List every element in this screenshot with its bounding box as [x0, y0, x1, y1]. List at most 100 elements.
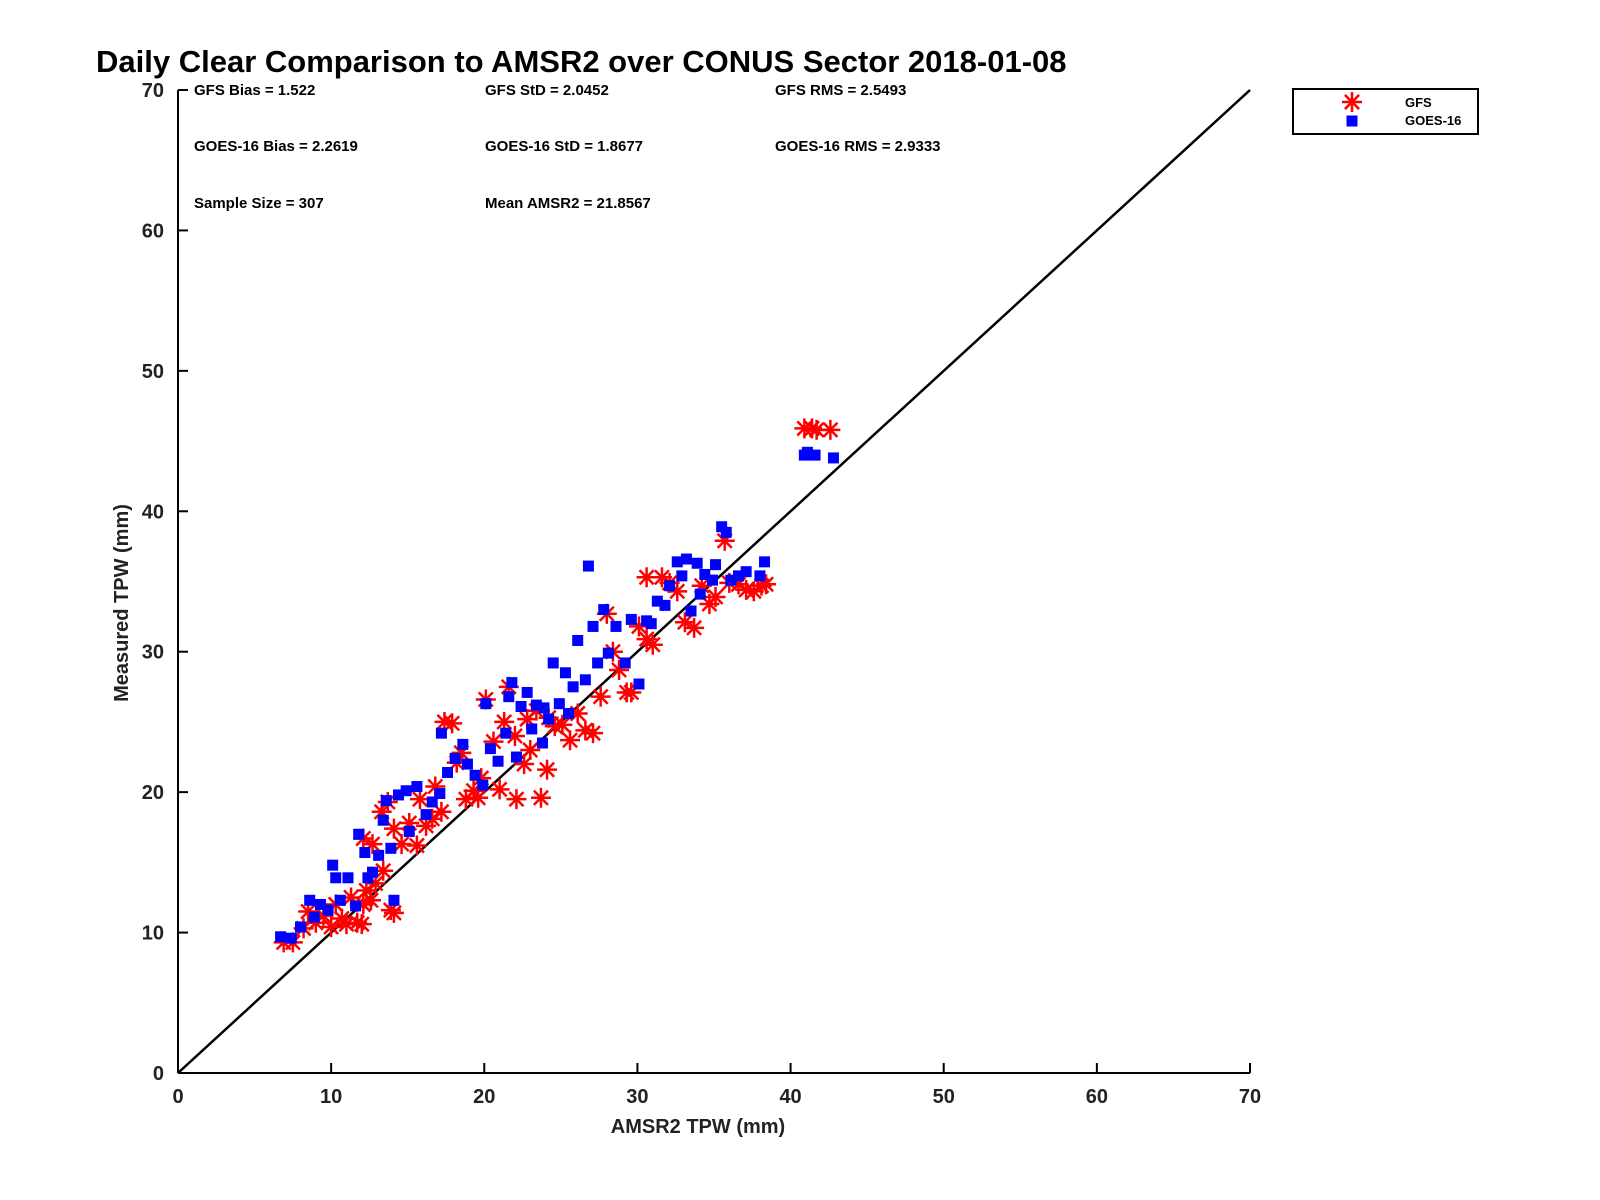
gfs-point — [431, 801, 452, 822]
gfs-point — [383, 902, 404, 923]
goes16-point — [610, 620, 622, 632]
goes16-point — [411, 781, 423, 793]
gfs-point — [590, 686, 611, 707]
stat-gfs-bias: GFS Bias = 1.522 — [194, 82, 315, 99]
goes16-point — [377, 814, 389, 826]
gfs-point — [425, 776, 446, 797]
goes16-point — [740, 566, 752, 578]
stat-goes16-rms: GOES-16 RMS = 2.9333 — [775, 138, 941, 155]
gfs-point — [684, 617, 705, 638]
goes16-point — [380, 795, 392, 807]
goes16-point — [716, 521, 728, 533]
goes16-point — [420, 809, 432, 821]
goes16-point — [388, 894, 400, 906]
goes16-point — [492, 755, 504, 767]
stat-goes16-std: GOES-16 StD = 1.8677 — [485, 138, 643, 155]
goes16-point — [350, 900, 362, 912]
goes16-point — [563, 708, 575, 720]
goes16-point — [434, 788, 446, 800]
goes16-point — [680, 553, 692, 565]
goes16-point — [469, 769, 481, 781]
goes16-point — [484, 743, 496, 755]
goes16-point — [362, 872, 374, 884]
x-tick-label: 10 — [320, 1086, 342, 1108]
goes16-point — [285, 932, 297, 944]
gfs-point — [560, 730, 581, 751]
goes16-point — [809, 449, 821, 461]
stat-sample-size: Sample Size = 307 — [194, 195, 324, 212]
goes16-point — [426, 796, 438, 808]
goes16-point — [651, 595, 663, 607]
goes16-point — [506, 677, 518, 689]
goes16-point — [706, 574, 718, 586]
goes16-point — [710, 559, 722, 571]
goes16-point — [676, 570, 688, 582]
legend-goes16-square — [1346, 115, 1358, 127]
y-tick-label: 70 — [142, 80, 164, 102]
goes16-point — [587, 620, 599, 632]
y-tick-label: 30 — [142, 642, 164, 664]
x-tick-label: 50 — [933, 1086, 955, 1108]
goes16-point — [403, 825, 415, 837]
gfs-point — [506, 789, 527, 810]
goes16-point — [530, 699, 542, 711]
goes16-point — [572, 634, 584, 646]
axes — [177, 90, 1250, 1074]
gfs-point — [468, 787, 489, 808]
gfs-point — [705, 586, 726, 607]
goes16-point — [477, 779, 489, 791]
goes16-point — [515, 700, 527, 712]
legend-gfs-asterisk — [1342, 92, 1362, 112]
goes16-point — [461, 758, 473, 770]
goes16-point — [334, 894, 346, 906]
goes16-point — [442, 766, 454, 778]
goes16-point — [400, 785, 412, 797]
gfs-point — [489, 779, 510, 800]
x-tick-label: 0 — [172, 1086, 183, 1108]
goes16-point — [449, 752, 461, 764]
goes16-point — [308, 911, 320, 923]
goes16-point — [801, 446, 813, 458]
y-tick-label: 0 — [153, 1063, 164, 1085]
axis-ticks: 0 10 20 30 40 50 60 70 0 10 20 30 40 50 60 70 — [142, 80, 1261, 1108]
goes16-point — [567, 681, 579, 693]
gfs-point — [642, 634, 663, 655]
stat-gfs-std: GFS StD = 2.0452 — [485, 82, 609, 99]
goes16-point — [725, 574, 737, 586]
statistics-panel: GFS Bias = 1.522 GFS StD = 2.0452 GFS RM… — [194, 82, 941, 212]
goes16-point — [393, 789, 405, 801]
gfs-point — [820, 419, 841, 440]
goes16-point — [536, 737, 548, 749]
gfs-point — [351, 914, 372, 935]
y-tick-label: 20 — [142, 782, 164, 804]
stat-mean-amsr2: Mean AMSR2 = 21.8567 — [485, 195, 651, 212]
x-axis-label: AMSR2 TPW (mm) — [611, 1116, 785, 1138]
legend-label-gfs: GFS — [1405, 95, 1432, 110]
x-tick-label: 20 — [473, 1086, 495, 1108]
goes16-point — [625, 613, 637, 625]
gfs-point — [442, 713, 463, 734]
legend-label-goes16: GOES-16 — [1405, 113, 1461, 128]
goes16-point — [275, 931, 287, 943]
y-tick-label: 60 — [142, 220, 164, 242]
goes16-point — [538, 702, 550, 714]
goes16-point — [582, 560, 594, 572]
goes16-point — [559, 667, 571, 679]
y-tick-label: 40 — [142, 501, 164, 523]
gfs-point — [383, 818, 404, 839]
gfs-point — [636, 567, 657, 588]
chart-title: Daily Clear Comparison to AMSR2 over CON… — [96, 44, 1067, 79]
goes16-point — [322, 904, 334, 916]
gfs-point — [360, 890, 381, 911]
goes16-point — [366, 866, 378, 878]
legend: GFS GOES-16 — [1292, 88, 1479, 135]
goes16-point — [304, 894, 316, 906]
legend-marker-gfs — [1342, 92, 1362, 112]
series-layer — [273, 418, 841, 953]
goes16-point — [579, 674, 591, 686]
goes16-point — [699, 568, 711, 580]
goes16-point — [633, 678, 645, 690]
legend-marker-goes16 — [1346, 115, 1358, 127]
gfs-point — [409, 789, 430, 810]
